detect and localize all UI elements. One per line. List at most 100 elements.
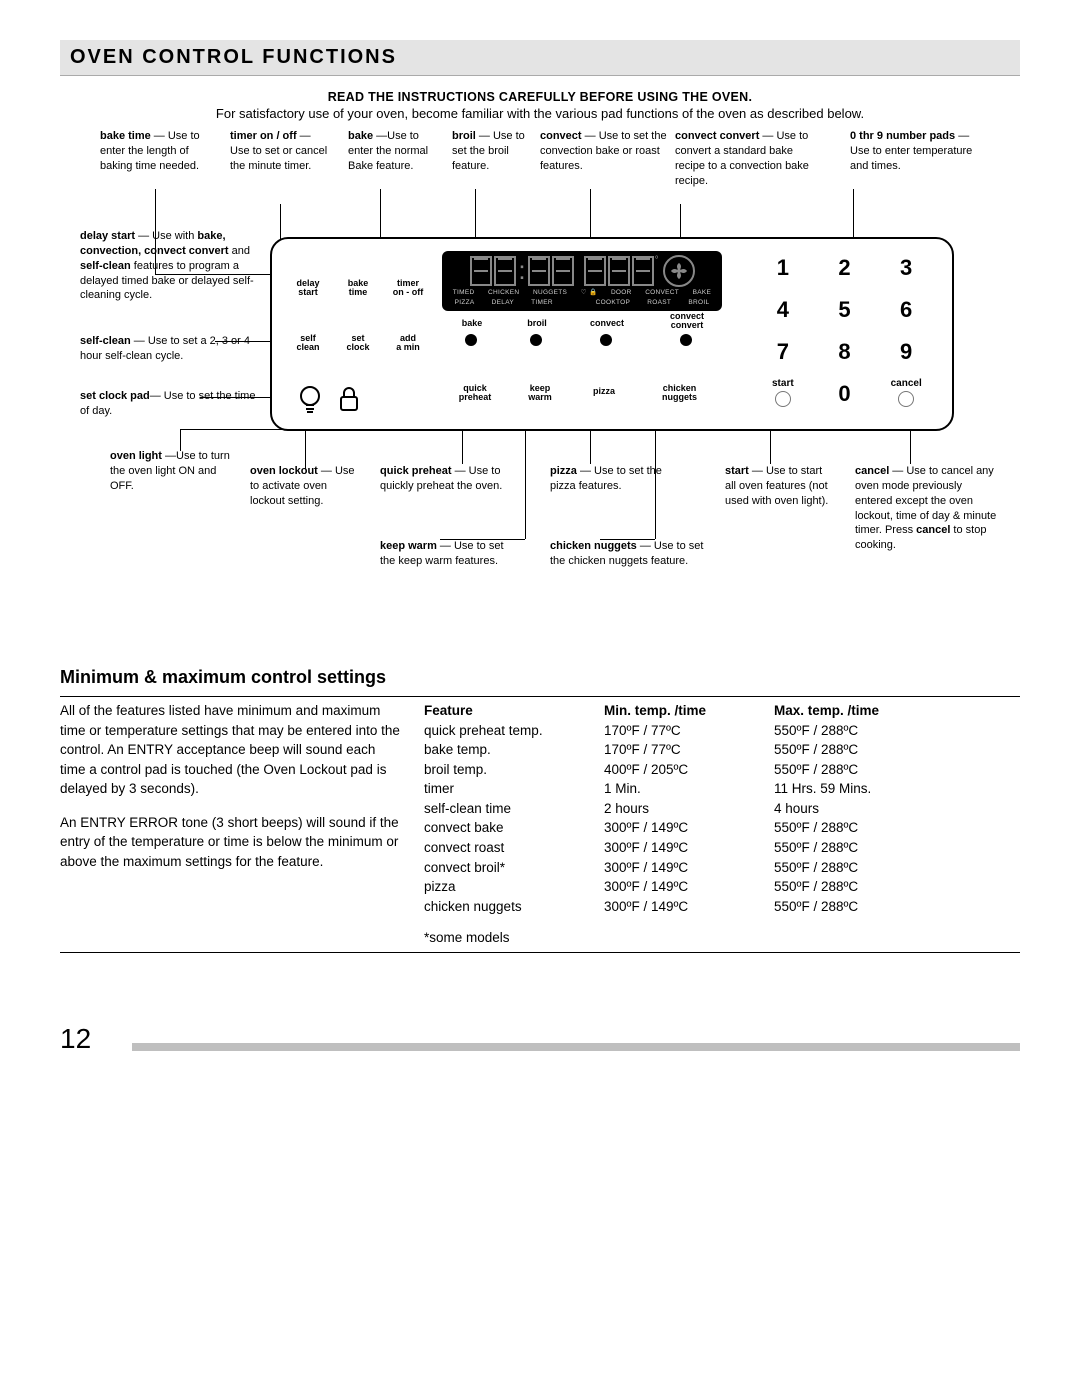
pad-broil-dot[interactable] (530, 334, 542, 346)
table-cell: 4 hours (774, 799, 944, 819)
page-title: OVEN CONTROL FUNCTIONS (70, 46, 397, 69)
cancel-button[interactable] (898, 391, 914, 407)
pad-convect-convert-dot[interactable] (680, 334, 692, 346)
table-cell: self-clean time (424, 799, 604, 819)
keypad-9[interactable]: 9 (875, 337, 937, 367)
pad-bake-dot[interactable] (465, 334, 477, 346)
table-header: Feature (424, 701, 604, 721)
disp-ind: CHICKEN (488, 289, 519, 298)
title-bar: OVEN CONTROL FUNCTIONS (60, 40, 1020, 76)
table-cell: 550ºF / 288ºC (774, 838, 944, 858)
callout-cancel: cancel — Use to cancel any oven mode pre… (855, 464, 1000, 553)
table-cell: 300ºF / 149ºC (604, 897, 774, 917)
callout-self-clean: self-clean — Use to set a 2, 3 or 4 hour… (80, 334, 265, 364)
settings-para-2: An ENTRY ERROR tone (3 short beeps) will… (60, 813, 400, 872)
callout-start: start — Use to start all oven features (… (725, 464, 835, 509)
pad-set-clock[interactable]: set clock (337, 334, 379, 353)
table-cell: pizza (424, 877, 604, 897)
callout-oven-light: oven light —Use to turn the oven light O… (110, 449, 240, 494)
table-cell: 550ºF / 288ºC (774, 877, 944, 897)
table-cell: 300ºF / 149ºC (604, 818, 774, 838)
instructions-block: READ THE INSTRUCTIONS CAREFULLY BEFORE U… (60, 90, 1020, 121)
pad-quick-preheat[interactable]: quick preheat (450, 384, 500, 403)
settings-heading: Minimum & maximum control settings (60, 667, 1020, 688)
disp-ind: ROAST (647, 299, 671, 308)
table-cell: bake temp. (424, 740, 604, 760)
settings-table: FeatureMin. temp. /timeMax. temp. /time q… (424, 701, 1020, 948)
keypad-3[interactable]: 3 (875, 253, 937, 283)
instructions-sub: For satisfactory use of your oven, becom… (60, 106, 1020, 121)
callout-keep-warm: keep warm — Use to set the keep warm fea… (380, 539, 520, 569)
disp-ind: BAKE (693, 289, 712, 298)
disp-ind: COOKTOP (596, 299, 631, 308)
keypad-6[interactable]: 6 (875, 295, 937, 325)
disp-ind: PIZZA (455, 299, 475, 308)
pad-pizza[interactable]: pizza (584, 387, 624, 396)
keypad-5[interactable]: 5 (814, 295, 876, 325)
keypad-1[interactable]: 1 (752, 253, 814, 283)
keypad-8[interactable]: 8 (814, 337, 876, 367)
lock-icon[interactable] (337, 384, 361, 423)
pad-add-min[interactable]: add a min (387, 334, 429, 353)
table-cell: chicken nuggets (424, 897, 604, 917)
table-cell: 550ºF / 288ºC (774, 721, 944, 741)
table-cell: 170ºF / 77ºC (604, 740, 774, 760)
pad-timer[interactable]: timer on - off (387, 279, 429, 298)
keypad-0[interactable]: 0 (814, 379, 876, 409)
callout-broil: broil — Use to set the broil feature. (452, 129, 532, 174)
table-cell: 550ºF / 288ºC (774, 818, 944, 838)
callout-num-pads: 0 thr 9 number pads — Use to enter tempe… (850, 129, 990, 174)
control-diagram: bake time — Use to enter the length of b… (80, 129, 1000, 659)
callout-bake: bake —Use to enter the normal Bake featu… (348, 129, 443, 174)
pad-broil[interactable]: broil (517, 319, 557, 328)
callout-pizza: pizza — Use to set the pizza features. (550, 464, 670, 494)
callout-bake-time: bake time — Use to enter the length of b… (100, 129, 210, 174)
table-cell: 300ºF / 149ºC (604, 858, 774, 878)
table-cell: 550ºF / 288ºC (774, 858, 944, 878)
table-cell: convect roast (424, 838, 604, 858)
table-cell: 550ºF / 288ºC (774, 760, 944, 780)
table-cell: 300ºF / 149ºC (604, 877, 774, 897)
callout-set-clock: set clock pad— Use to set the time of da… (80, 389, 265, 419)
callout-delay-start: delay start — Use with bake, convection,… (80, 229, 265, 303)
pad-convect-dot[interactable] (600, 334, 612, 346)
disp-ind: TIMED (453, 289, 475, 298)
table-cell: quick preheat temp. (424, 721, 604, 741)
disp-ind: DELAY (492, 299, 514, 308)
page-number: 12 (60, 1023, 91, 1055)
table-cell: 550ºF / 288ºC (774, 897, 944, 917)
pad-cancel-label: cancel (875, 377, 937, 391)
footer-bar (132, 1043, 1020, 1051)
pad-convect[interactable]: convect (582, 319, 632, 328)
callout-timer: timer on / off — Use to set or cancel th… (230, 129, 330, 174)
callout-convect: convect — Use to set the convection bake… (540, 129, 670, 174)
callout-convect-convert: convect convert — Use to convert a stand… (675, 129, 825, 188)
lightbulb-icon[interactable] (297, 384, 323, 425)
disp-ind: TIMER (531, 299, 553, 308)
instructions-bold: READ THE INSTRUCTIONS CAREFULLY BEFORE U… (60, 90, 1020, 104)
keypad-4[interactable]: 4 (752, 295, 814, 325)
table-cell: 300ºF / 149ºC (604, 838, 774, 858)
keypad-7[interactable]: 7 (752, 337, 814, 367)
keypad-2[interactable]: 2 (814, 253, 876, 283)
pad-delay-start[interactable]: delay start (287, 279, 329, 298)
pad-convect-convert[interactable]: convect convert (662, 312, 712, 331)
disp-ind: DOOR (611, 289, 632, 298)
page-footer: 12 (60, 1013, 1020, 1073)
callout-chicken-nuggets: chicken nuggets — Use to set the chicken… (550, 539, 710, 569)
table-cell: 11 Hrs. 59 Mins. (774, 779, 944, 799)
table-header: Max. temp. /time (774, 701, 944, 721)
pad-start-label: start (752, 377, 814, 391)
oven-control-panel: : ° TIMED CHICKEN NUGGETS ♡ 🔒 DOOR CONVE… (270, 237, 954, 431)
table-cell: convect broil* (424, 858, 604, 878)
table-cell: broil temp. (424, 760, 604, 780)
table-header: Min. temp. /time (604, 701, 774, 721)
pad-self-clean[interactable]: self clean (287, 334, 329, 353)
table-cell: 550ºF / 288ºC (774, 740, 944, 760)
pad-bake[interactable]: bake (452, 319, 492, 328)
pad-keep-warm[interactable]: keep warm (515, 384, 565, 403)
pad-bake-time[interactable]: bake time (337, 279, 379, 298)
start-button[interactable] (775, 391, 791, 407)
pad-chicken-nuggets[interactable]: chicken nuggets (652, 384, 707, 403)
fan-icon (663, 255, 695, 287)
